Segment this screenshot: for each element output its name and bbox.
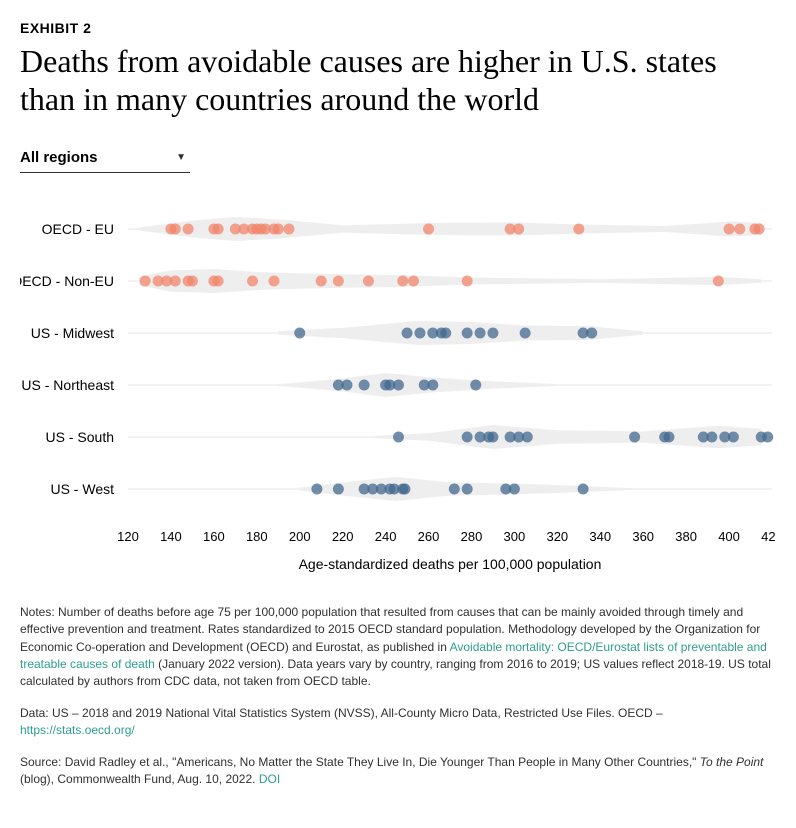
source-para: Source: David Radley et al., "Americans,…	[20, 754, 776, 789]
data-point	[449, 483, 460, 494]
x-tick-label: 200	[289, 529, 311, 544]
data-point	[363, 275, 374, 286]
data-point	[273, 223, 284, 234]
data-point	[140, 275, 151, 286]
data-point	[170, 223, 181, 234]
chevron-down-icon: ▼	[176, 152, 186, 163]
data-para: Data: US – 2018 and 2019 National Vital …	[20, 705, 776, 740]
data-point	[423, 223, 434, 234]
x-tick-label: 280	[461, 529, 483, 544]
strip-plot-chart: OECD - EU OECD - Non-EU US - Midwest US - N…	[20, 201, 776, 581]
x-tick-label: 300	[504, 529, 526, 544]
x-tick-label: 160	[203, 529, 225, 544]
data-point	[754, 223, 765, 234]
data-point	[359, 379, 370, 390]
category-label: US - Northeast	[21, 377, 114, 393]
data-point	[462, 483, 473, 494]
x-tick-label: 120	[117, 529, 139, 544]
x-tick-label: 360	[632, 529, 654, 544]
data-point	[487, 431, 498, 442]
notes-para: Notes: Number of deaths before age 75 pe…	[20, 604, 776, 691]
x-tick-label: 180	[246, 529, 268, 544]
data-point	[462, 431, 473, 442]
notes-text: Data: US – 2018 and 2019 National Vital …	[20, 706, 663, 720]
data-point	[586, 327, 597, 338]
data-point	[509, 483, 520, 494]
data-point	[408, 275, 419, 286]
x-tick-label: 420	[761, 529, 776, 544]
data-point	[629, 431, 640, 442]
x-tick-label: 240	[375, 529, 397, 544]
data-point	[170, 275, 181, 286]
x-tick-label: 400	[718, 529, 740, 544]
data-point	[713, 275, 724, 286]
data-point	[247, 275, 258, 286]
data-point	[470, 379, 481, 390]
data-point	[578, 483, 589, 494]
data-point	[724, 223, 735, 234]
chart-title: Deaths from avoidable causes are higher …	[20, 42, 776, 119]
data-point	[513, 223, 524, 234]
category-label: US - West	[50, 481, 114, 497]
category-label: OECD - EU	[42, 221, 114, 237]
data-point	[462, 327, 473, 338]
x-tick-label: 140	[160, 529, 182, 544]
data-point	[284, 223, 295, 234]
x-tick-label: 340	[589, 529, 611, 544]
data-point	[268, 275, 279, 286]
data-point	[213, 275, 224, 286]
data-point	[728, 431, 739, 442]
x-axis-label: Age-standardized deaths per 100,000 popu…	[299, 556, 602, 572]
data-point	[316, 275, 327, 286]
data-point	[187, 275, 198, 286]
data-point	[341, 379, 352, 390]
data-point	[734, 223, 745, 234]
data-point	[183, 223, 194, 234]
category-label: OECD - Non-EU	[20, 273, 114, 289]
data-point	[520, 327, 531, 338]
x-tick-label: 220	[332, 529, 354, 544]
chart-notes: Notes: Number of deaths before age 75 pe…	[20, 604, 776, 789]
data-point	[762, 431, 773, 442]
data-point	[663, 431, 674, 442]
data-point	[294, 327, 305, 338]
data-point	[333, 483, 344, 494]
dropdown-selected-label: All regions	[20, 149, 98, 166]
data-point	[333, 275, 344, 286]
data-point	[397, 275, 408, 286]
doi-link[interactable]: DOI	[259, 772, 280, 786]
notes-text: Source: David Radley et al., "Americans,…	[20, 755, 700, 769]
x-tick-label: 260	[418, 529, 440, 544]
oecd-stats-link[interactable]: https://stats.oecd.org/	[20, 723, 135, 737]
region-dropdown[interactable]: All regions ▼	[20, 143, 190, 173]
data-point	[440, 327, 451, 338]
data-point	[427, 379, 438, 390]
x-tick-label: 320	[546, 529, 568, 544]
data-point	[393, 379, 404, 390]
data-point	[706, 431, 717, 442]
category-label: US - South	[46, 429, 114, 445]
data-point	[573, 223, 584, 234]
data-point	[475, 327, 486, 338]
notes-text: (blog), Commonwealth Fund, Aug. 10, 2022…	[20, 772, 259, 786]
data-point	[399, 483, 410, 494]
data-point	[213, 223, 224, 234]
exhibit-label: EXHIBIT 2	[20, 20, 776, 36]
data-point	[311, 483, 322, 494]
data-point	[487, 327, 498, 338]
data-point	[393, 431, 404, 442]
data-point	[462, 275, 473, 286]
notes-italic: To the Point	[700, 755, 764, 769]
data-point	[522, 431, 533, 442]
data-point	[414, 327, 425, 338]
category-label: US - Midwest	[31, 325, 114, 341]
x-tick-label: 380	[675, 529, 697, 544]
data-point	[402, 327, 413, 338]
